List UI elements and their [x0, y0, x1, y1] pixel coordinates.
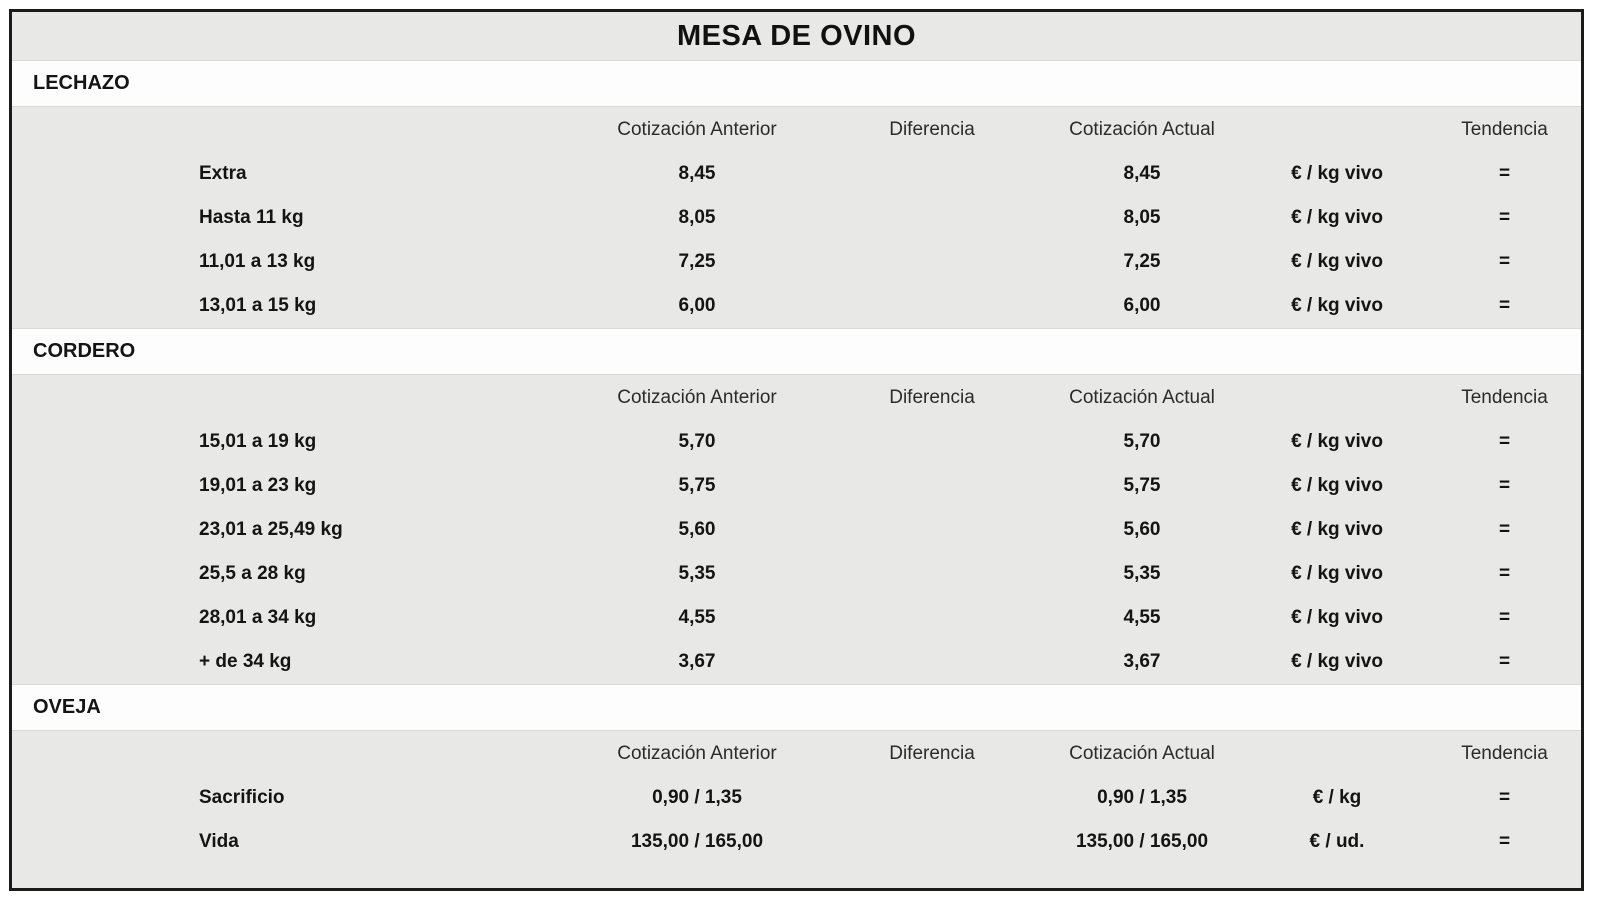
- actual-value: 5,35: [1123, 563, 1161, 584]
- column-header-anterior: Cotización Anterior: [617, 118, 777, 140]
- section-title-oveja: OVEJA: [12, 684, 1581, 731]
- column-header-tendencia: Tendencia: [1461, 742, 1548, 764]
- anterior-value: 5,35: [678, 563, 716, 584]
- unit-label: € / kg vivo: [1291, 431, 1383, 452]
- column-header-tendencia: Tendencia: [1461, 386, 1548, 408]
- unit-label: € / ud.: [1309, 831, 1365, 852]
- trend-indicator: =: [1498, 519, 1511, 540]
- unit-label: € / kg vivo: [1291, 607, 1383, 628]
- table-row: Hasta 11 kg 8,05 8,05 € / kg vivo =: [12, 196, 1581, 240]
- row-label: Sacrificio: [199, 787, 285, 808]
- actual-value: 8,05: [1123, 207, 1161, 228]
- unit-label: € / kg vivo: [1291, 563, 1383, 584]
- table-row: 13,01 a 15 kg 6,00 6,00 € / kg vivo =: [12, 284, 1581, 328]
- row-label: 15,01 a 19 kg: [199, 431, 317, 452]
- table-row: Sacrificio 0,90 / 1,35 0,90 / 1,35 € / k…: [12, 776, 1581, 820]
- unit-label: € / kg vivo: [1291, 163, 1383, 184]
- section-cordero: CORDERO Cotización Anterior Diferencia C…: [12, 328, 1581, 684]
- anterior-value: 0,90 / 1,35: [652, 787, 742, 808]
- row-label: 25,5 a 28 kg: [199, 563, 306, 584]
- trend-indicator: =: [1498, 563, 1511, 584]
- row-label: 11,01 a 13 kg: [199, 251, 316, 272]
- trend-indicator: =: [1498, 431, 1511, 452]
- anterior-value: 4,55: [678, 607, 716, 628]
- mesa-de-ovino-table: MESA DE OVINO LECHAZO Cotización Anterio…: [9, 9, 1584, 891]
- row-label: Hasta 11 kg: [199, 207, 304, 228]
- column-header-diferencia: Diferencia: [889, 118, 975, 140]
- row-label: 13,01 a 15 kg: [199, 295, 317, 316]
- row-label: Vida: [199, 831, 239, 852]
- unit-label: € / kg vivo: [1291, 295, 1383, 316]
- actual-value: 5,70: [1123, 431, 1161, 452]
- anterior-value: 5,75: [678, 475, 716, 496]
- actual-value: 5,60: [1123, 519, 1161, 540]
- actual-value: 6,00: [1123, 295, 1161, 316]
- column-header-actual: Cotización Actual: [1069, 742, 1215, 764]
- section-body-cordero: Cotización Anterior Diferencia Cotizació…: [12, 375, 1581, 684]
- trend-indicator: =: [1498, 651, 1511, 672]
- actual-value: 3,67: [1123, 651, 1161, 672]
- anterior-value: 8,45: [678, 163, 716, 184]
- table-title: MESA DE OVINO: [12, 12, 1581, 60]
- actual-value: 8,45: [1123, 163, 1161, 184]
- trend-indicator: =: [1498, 251, 1511, 272]
- table-row: 19,01 a 23 kg 5,75 5,75 € / kg vivo =: [12, 464, 1581, 508]
- table-row: 11,01 a 13 kg 7,25 7,25 € / kg vivo =: [12, 240, 1581, 284]
- unit-label: € / kg vivo: [1291, 251, 1383, 272]
- table-row: 25,5 a 28 kg 5,35 5,35 € / kg vivo =: [12, 552, 1581, 596]
- table-row: Extra 8,45 8,45 € / kg vivo =: [12, 152, 1581, 196]
- trend-indicator: =: [1498, 163, 1511, 184]
- actual-value: 4,55: [1123, 607, 1161, 628]
- trend-indicator: =: [1498, 207, 1511, 228]
- table-row: 23,01 a 25,49 kg 5,60 5,60 € / kg vivo =: [12, 508, 1581, 552]
- column-header-diferencia: Diferencia: [889, 742, 975, 764]
- actual-value: 5,75: [1123, 475, 1161, 496]
- section-body-lechazo: Cotización Anterior Diferencia Cotizació…: [12, 107, 1581, 328]
- column-headers: Cotización Anterior Diferencia Cotizació…: [12, 375, 1581, 420]
- anterior-value: 6,00: [678, 295, 716, 316]
- trend-indicator: =: [1498, 831, 1511, 852]
- column-header-anterior: Cotización Anterior: [617, 742, 777, 764]
- anterior-value: 135,00 / 165,00: [630, 831, 764, 852]
- unit-label: € / kg vivo: [1291, 207, 1383, 228]
- table-row: + de 34 kg 3,67 3,67 € / kg vivo =: [12, 640, 1581, 684]
- trend-indicator: =: [1498, 787, 1511, 808]
- unit-label: € / kg vivo: [1291, 519, 1383, 540]
- column-headers: Cotización Anterior Diferencia Cotizació…: [12, 107, 1581, 152]
- row-label: 19,01 a 23 kg: [199, 475, 317, 496]
- actual-value: 135,00 / 165,00: [1075, 831, 1209, 852]
- trend-indicator: =: [1498, 475, 1511, 496]
- column-header-diferencia: Diferencia: [889, 386, 975, 408]
- row-label: 23,01 a 25,49 kg: [199, 519, 343, 540]
- column-header-tendencia: Tendencia: [1461, 118, 1548, 140]
- actual-value: 0,90 / 1,35: [1097, 787, 1187, 808]
- row-label: Extra: [199, 163, 247, 184]
- anterior-value: 7,25: [678, 251, 716, 272]
- anterior-value: 8,05: [678, 207, 716, 228]
- trend-indicator: =: [1498, 607, 1511, 628]
- trend-indicator: =: [1498, 295, 1511, 316]
- table-row: Vida 135,00 / 165,00 135,00 / 165,00 € /…: [12, 820, 1581, 864]
- anterior-value: 5,70: [678, 431, 716, 452]
- column-headers: Cotización Anterior Diferencia Cotizació…: [12, 731, 1581, 776]
- section-lechazo: LECHAZO Cotización Anterior Diferencia C…: [12, 60, 1581, 328]
- column-header-actual: Cotización Actual: [1069, 386, 1215, 408]
- section-oveja: OVEJA Cotización Anterior Diferencia Cot…: [12, 684, 1581, 888]
- section-body-oveja: Cotización Anterior Diferencia Cotizació…: [12, 731, 1581, 888]
- unit-label: € / kg: [1312, 787, 1362, 808]
- anterior-value: 3,67: [678, 651, 716, 672]
- table-row: 28,01 a 34 kg 4,55 4,55 € / kg vivo =: [12, 596, 1581, 640]
- row-label: + de 34 kg: [199, 651, 292, 672]
- section-title-cordero: CORDERO: [12, 328, 1581, 375]
- anterior-value: 5,60: [678, 519, 716, 540]
- row-label: 28,01 a 34 kg: [199, 607, 317, 628]
- section-title-lechazo: LECHAZO: [12, 60, 1581, 107]
- unit-label: € / kg vivo: [1291, 651, 1383, 672]
- column-header-actual: Cotización Actual: [1069, 118, 1215, 140]
- actual-value: 7,25: [1123, 251, 1161, 272]
- column-header-anterior: Cotización Anterior: [617, 386, 777, 408]
- table-row: 15,01 a 19 kg 5,70 5,70 € / kg vivo =: [12, 420, 1581, 464]
- unit-label: € / kg vivo: [1291, 475, 1383, 496]
